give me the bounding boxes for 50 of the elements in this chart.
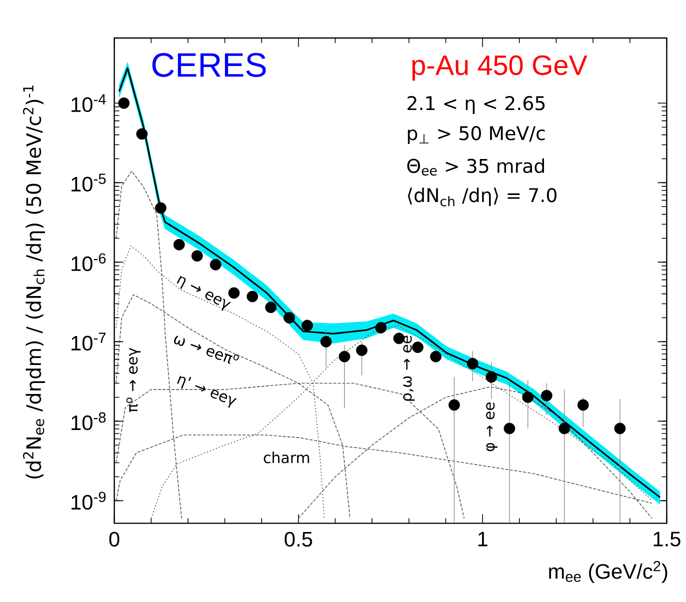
text: (d$^{2}$N$_{ee}$ /dηdm) / (dN$_{ch}$ /dη) (50 MeV/c$^{2}$)$^{-1}$ (23, 86, 45, 478)
point (265, 302, 277, 314)
text: η' → eeγ (177, 376, 237, 408)
series-label: charm (264, 452, 310, 464)
point (302, 320, 313, 332)
point (430, 350, 442, 362)
chart-title: CERES (152, 52, 266, 77)
point (577, 399, 589, 411)
text: ω → eeπ$^{o}$ (174, 336, 239, 364)
y-tick-label: 10$^{-4}$ (72, 94, 106, 112)
point (522, 392, 534, 403)
point (173, 238, 185, 250)
point (118, 97, 130, 109)
point (155, 202, 166, 214)
point (246, 290, 258, 302)
point (558, 422, 570, 434)
x-axis-title: m$_{ee}$ (GeV/c$^{2}$) (549, 560, 668, 584)
point (191, 250, 203, 262)
x-tick-label: 1 (478, 532, 488, 546)
point (136, 128, 148, 140)
point (284, 312, 295, 324)
annotation: ⟨dN$_{ch}$ /dη⟩ = 7.0 (408, 188, 556, 206)
y-tick-label: 10$^{-6}$ (72, 253, 106, 272)
point (320, 336, 332, 348)
point (540, 390, 552, 402)
text: η → eeγ (176, 276, 231, 311)
point (466, 358, 478, 370)
y-tick-label: 10$^{-8}$ (72, 412, 106, 430)
text: ρ,ω → ee (403, 336, 415, 401)
annotation: Θ$_{ee}$ > 35 mrad (407, 158, 544, 176)
point (614, 422, 626, 434)
annotation: 2.1 < η < 2.65 (408, 96, 545, 114)
text: p-Au 450 GeV (412, 55, 588, 81)
point (375, 322, 387, 334)
x-tick-label: 0 (109, 532, 120, 547)
point (448, 399, 460, 411)
text: π$^{o}$ → eeγ (126, 348, 141, 412)
point (486, 371, 498, 383)
y-tick-label: 10$^{-7}$ (72, 332, 106, 351)
point (412, 342, 424, 353)
text: φ → ee (486, 402, 498, 452)
annotation: p$_{⊥}$ > 50 MeV/c (408, 126, 545, 144)
x-tick-label: 0.5 (284, 532, 312, 547)
point (210, 258, 222, 270)
y-tick-label: 10$^{-5}$ (72, 174, 106, 192)
point (338, 350, 350, 362)
point (356, 344, 368, 356)
point (504, 422, 516, 434)
y-tick-label: 10$^{-9}$ (72, 492, 106, 510)
x-tick-label: 1.5 (654, 532, 680, 546)
